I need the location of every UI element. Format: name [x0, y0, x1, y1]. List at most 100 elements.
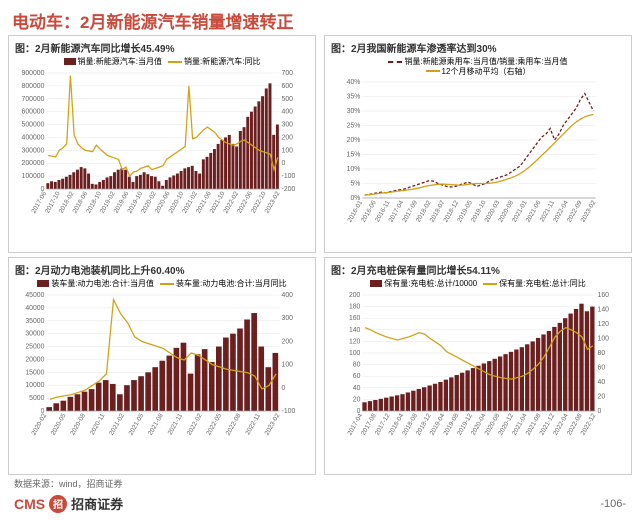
svg-text:300: 300	[282, 315, 294, 322]
svg-text:400: 400	[282, 292, 294, 299]
svg-text:20: 20	[353, 396, 361, 403]
svg-text:500: 500	[282, 95, 294, 102]
svg-text:-200: -200	[282, 186, 296, 193]
svg-text:120: 120	[598, 321, 610, 328]
svg-text:600: 600	[282, 82, 294, 89]
charts-grid: 图：2月新能源汽车同比增长45.49% 销量:新能源汽车:当月值销量:新能源汽车…	[0, 35, 640, 475]
svg-text:0: 0	[282, 384, 286, 391]
svg-text:40: 40	[598, 379, 606, 386]
svg-text:140: 140	[349, 326, 361, 333]
svg-text:-100: -100	[282, 173, 296, 180]
page-footer: CMS 招 招商证券 -106-	[0, 490, 640, 519]
svg-text:10%: 10%	[347, 166, 361, 173]
svg-text:40: 40	[353, 384, 361, 391]
chart-title: 图：2月动力电池装机同比上升60.40%	[15, 262, 309, 277]
svg-text:100: 100	[349, 350, 361, 357]
logo-cn-text: 招商证券	[71, 494, 123, 513]
svg-text:300: 300	[282, 121, 294, 128]
svg-text:60: 60	[598, 364, 606, 371]
chart-nev-sales: 图：2月新能源汽车同比增长45.49% 销量:新能源汽车:当月值销量:新能源汽车…	[8, 35, 316, 253]
chart-legend: 保有量:充电桩:总计/10000保有量:充电桩:总计:同比	[331, 279, 625, 289]
svg-text:2021-02: 2021-02	[108, 412, 126, 437]
svg-text:2021-08: 2021-08	[147, 412, 165, 437]
svg-text:140: 140	[598, 306, 610, 313]
svg-text:100: 100	[282, 361, 294, 368]
svg-text:20%: 20%	[347, 137, 361, 144]
chart-plot: 0%5%10%15%20%25%30%35%40%2016-012016-062…	[331, 78, 625, 228]
logo-cms-text: CMS	[14, 496, 45, 512]
svg-text:5000: 5000	[29, 395, 44, 402]
svg-text:2021-05: 2021-05	[128, 412, 146, 437]
chart-legend: 销量:新能源汽车:当月值销量:新能源汽车:同比	[15, 57, 309, 67]
svg-text:120: 120	[349, 338, 361, 345]
page-header: 电动车：2月新能源汽车销量增速转正	[0, 0, 640, 35]
data-source: 数据来源：wind，招商证券	[0, 475, 640, 490]
logo-badge-icon: 招	[49, 495, 67, 513]
svg-text:2023-02: 2023-02	[264, 412, 282, 437]
svg-text:0: 0	[598, 408, 602, 415]
svg-text:30000: 30000	[25, 330, 44, 337]
svg-text:60: 60	[353, 373, 361, 380]
chart-plot: 0204060801001201401601802000204060801001…	[331, 291, 625, 441]
svg-text:2020-02: 2020-02	[30, 412, 48, 437]
chart-title: 图：2月新能源汽车同比增长45.49%	[15, 40, 309, 55]
chart-legend: 销量:新能源乘用车:当月值/销量:乘用车:当月值12个月移动平均（右轴）	[331, 57, 625, 76]
svg-text:100000: 100000	[22, 173, 45, 180]
svg-text:300000: 300000	[22, 147, 45, 154]
svg-text:20: 20	[598, 393, 606, 400]
svg-text:100: 100	[282, 147, 294, 154]
svg-text:2020-05: 2020-05	[50, 412, 68, 437]
svg-text:25%: 25%	[347, 123, 361, 130]
page-number: -106-	[600, 498, 626, 510]
svg-text:160: 160	[349, 315, 361, 322]
chart-plot: 0500010000150002000025000300003500040000…	[15, 291, 309, 441]
svg-text:200: 200	[282, 134, 294, 141]
svg-text:500000: 500000	[22, 121, 45, 128]
svg-text:700: 700	[282, 70, 294, 77]
svg-text:2022-02: 2022-02	[186, 412, 204, 437]
chart-charging: 图：2月充电桩保有量同比增长54.11% 保有量:充电桩:总计/10000保有量…	[324, 257, 632, 475]
svg-text:25000: 25000	[25, 343, 44, 350]
chart-plot: 0 100000 200000 300000 400000 500000 600000 700…	[15, 69, 309, 219]
svg-text:200000: 200000	[22, 160, 45, 167]
svg-text:35%: 35%	[347, 94, 361, 101]
svg-text:2020-08: 2020-08	[69, 412, 87, 437]
svg-text:600000: 600000	[22, 108, 45, 115]
svg-text:2022-11: 2022-11	[244, 412, 262, 436]
svg-text:15%: 15%	[347, 152, 361, 159]
svg-text:80: 80	[353, 361, 361, 368]
svg-text:100: 100	[598, 335, 610, 342]
svg-text:40%: 40%	[347, 79, 361, 86]
brand-logo: CMS 招 招商证券	[14, 494, 123, 513]
svg-text:0: 0	[282, 160, 286, 167]
chart-legend: 装车量:动力电池:合计:当月值装车量:动力电池:合计:当月同比	[15, 279, 309, 289]
chart-penetration: 图：2月我国新能源车渗透率达到30% 销量:新能源乘用车:当月值/销量:乘用车:…	[324, 35, 632, 253]
svg-text:900000: 900000	[22, 70, 45, 77]
svg-text:15000: 15000	[25, 369, 44, 376]
title-text: 2月新能源汽车销量增速转正	[80, 13, 293, 32]
svg-text:2022-08: 2022-08	[225, 412, 243, 437]
main-title: 电动车：2月新能源汽车销量增速转正	[12, 8, 628, 33]
svg-text:5%: 5%	[350, 181, 360, 188]
svg-text:30%: 30%	[347, 108, 361, 115]
svg-text:800000: 800000	[22, 82, 45, 89]
svg-text:2022-05: 2022-05	[205, 412, 223, 437]
svg-text:400000: 400000	[22, 134, 45, 141]
svg-text:-100: -100	[282, 408, 296, 415]
svg-text:20000: 20000	[25, 356, 44, 363]
svg-text:400: 400	[282, 108, 294, 115]
chart-title: 图：2月我国新能源车渗透率达到30%	[331, 40, 625, 55]
svg-text:35000: 35000	[25, 317, 44, 324]
svg-text:200: 200	[349, 292, 361, 299]
svg-text:180: 180	[349, 303, 361, 310]
chart-battery: 图：2月动力电池装机同比上升60.40% 装车量:动力电池:合计:当月值装车量:…	[8, 257, 316, 475]
svg-text:80: 80	[598, 350, 606, 357]
svg-text:2020-11: 2020-11	[89, 412, 107, 436]
svg-text:200: 200	[282, 338, 294, 345]
svg-text:10000: 10000	[25, 382, 44, 389]
chart-title: 图：2月充电桩保有量同比增长54.11%	[331, 262, 625, 277]
svg-text:160: 160	[598, 292, 610, 299]
svg-text:2021-11: 2021-11	[167, 412, 185, 436]
title-prefix: 电动车：	[12, 13, 80, 32]
svg-text:700000: 700000	[22, 95, 45, 102]
